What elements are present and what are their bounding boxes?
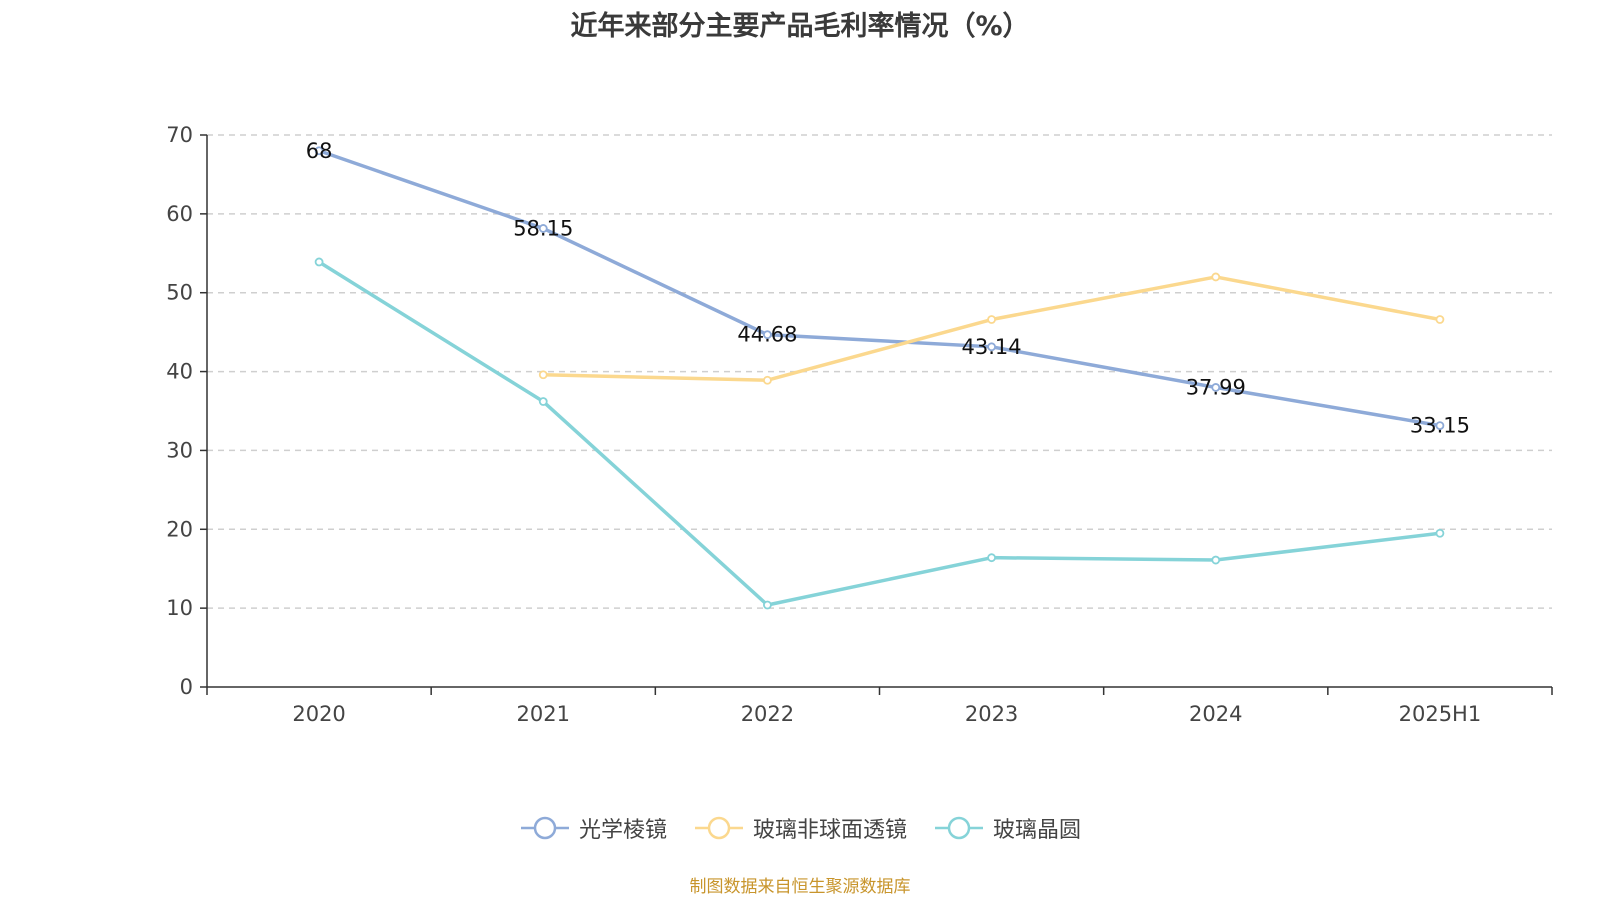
legend-swatch-icon xyxy=(694,816,743,840)
data-point xyxy=(1211,383,1221,392)
y-tick-label: 30 xyxy=(166,438,193,462)
data-label: 33.15 xyxy=(1410,414,1470,438)
data-point xyxy=(1435,315,1445,324)
data-point xyxy=(763,600,772,610)
data-point xyxy=(538,224,548,233)
legend-label: 光学棱镜 xyxy=(578,818,667,843)
axes: 0 10 20 30 40 50 60 70 2020 2021 2022 2023 2024 2025H… xyxy=(166,123,1553,726)
data-point xyxy=(538,370,548,380)
x-tick-label: 2023 xyxy=(965,702,1018,726)
data-label: 37.99 xyxy=(1186,375,1246,399)
data-point xyxy=(314,257,324,267)
data-point xyxy=(1435,421,1445,430)
legend-label: 玻璃晶圆 xyxy=(993,818,1082,843)
y-tick-label: 50 xyxy=(166,281,193,305)
data-point xyxy=(987,315,996,324)
chart-title: 近年来部分主要产品毛利率情况（%） xyxy=(570,11,1030,42)
series-lines xyxy=(314,146,1445,610)
legend-swatch-icon xyxy=(935,816,983,840)
x-tick-label: 2021 xyxy=(517,702,570,726)
legend-item[interactable]: 光学棱镜 xyxy=(519,812,667,844)
series-line-3 xyxy=(318,260,1441,607)
data-labels: 68 58.15 44.68 43.14 37.99 33.15 xyxy=(306,139,1470,438)
y-tick-label: 70 xyxy=(166,123,193,147)
legend: 光学棱镜 玻璃非球面透镜 玻璃晶圆 xyxy=(0,812,1600,844)
y-tick-label: 0 xyxy=(180,675,193,699)
data-point xyxy=(538,397,548,406)
y-tick-label: 10 xyxy=(166,596,193,620)
legend-swatch-icon xyxy=(520,816,569,840)
y-tick-label: 20 xyxy=(166,517,193,541)
data-point xyxy=(1211,555,1221,565)
series-line-1 xyxy=(318,149,1441,428)
data-label: 68 xyxy=(306,139,333,163)
y-tick-label: 40 xyxy=(166,360,193,384)
legend-item[interactable]: 玻璃非球面透镜 xyxy=(693,812,907,844)
data-point xyxy=(763,375,772,385)
data-label: 58.15 xyxy=(513,216,573,240)
data-point xyxy=(763,330,772,340)
source-note: 制图数据来自恒生聚源数据库 xyxy=(689,877,911,897)
data-point xyxy=(987,553,996,563)
y-tick-label: 60 xyxy=(166,202,193,226)
legend-label: 玻璃非球面透镜 xyxy=(752,818,907,843)
data-point xyxy=(1435,528,1445,538)
data-point xyxy=(987,342,996,352)
data-label: 44.68 xyxy=(737,323,797,347)
x-tick-label: 2022 xyxy=(741,702,794,726)
data-point xyxy=(1211,272,1221,282)
x-tick-label: 2020 xyxy=(292,702,345,726)
x-tick-label: 2025H1 xyxy=(1399,702,1482,726)
data-label: 43.14 xyxy=(962,335,1022,359)
legend-item[interactable]: 玻璃晶圆 xyxy=(933,812,1081,844)
x-tick-label: 2024 xyxy=(1189,702,1242,726)
data-point xyxy=(314,146,324,156)
grid-lines xyxy=(207,134,1552,609)
